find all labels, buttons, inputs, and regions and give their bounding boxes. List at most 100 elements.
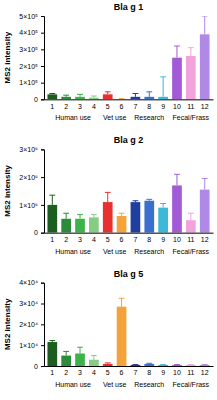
error-line [66, 213, 67, 219]
x-tick-label: 10 [173, 236, 181, 243]
panel: Bla g 1MS2 intensity01×10⁵2×10⁵3×10⁵4×10… [3, 2, 213, 121]
x-tick: 10 [173, 366, 181, 376]
error-line [52, 195, 53, 205]
bar [200, 365, 210, 366]
x-tick-label: 12 [201, 103, 209, 110]
x-tick-label: 2 [64, 369, 68, 376]
bar [89, 360, 99, 366]
group-label: Research [134, 248, 164, 255]
error-line [204, 179, 205, 190]
error-bar [63, 95, 69, 97]
error-bar [133, 364, 139, 365]
x-tick: 10 [173, 99, 181, 109]
bar [61, 356, 71, 366]
group-label: Fecal/Frass [173, 248, 210, 255]
error-cap [91, 96, 97, 97]
x-tick-label: 7 [133, 369, 137, 376]
y-tick-label: 2×10⁴ [19, 321, 38, 328]
error-cap [119, 213, 125, 214]
error-line [163, 77, 164, 97]
x-axis: 123456789101112 [45, 233, 214, 243]
x-tick-label: 8 [147, 369, 151, 376]
error-cap [160, 203, 166, 204]
y-tick-label: 2×10⁵ [19, 63, 38, 70]
error-bar [133, 94, 139, 97]
error-cap [91, 355, 97, 356]
error-line [190, 48, 191, 56]
error-cap [174, 46, 180, 47]
y-tick: 2×10⁴ [19, 321, 44, 328]
bar [158, 97, 168, 99]
error-bar [202, 179, 208, 190]
x-tick: 11 [187, 99, 194, 109]
group-label: Human use [55, 248, 91, 255]
y-tick: 3×10⁶ [19, 146, 44, 153]
bar [89, 217, 99, 232]
y-tick-label: 0 [34, 229, 38, 236]
error-cap [188, 47, 194, 48]
bar [186, 220, 196, 232]
y-tick-mark [41, 205, 44, 206]
y-tick-label: 1×10⁶ [19, 202, 38, 209]
y-tick: 3×10⁵ [19, 46, 44, 53]
error-bar [49, 195, 55, 205]
x-tick-label: 11 [187, 103, 194, 110]
error-bar [133, 201, 139, 202]
x-tick-label: 7 [133, 103, 137, 110]
x-tick: 12 [201, 366, 209, 376]
x-tick-label: 11 [187, 369, 194, 376]
error-cap [146, 363, 152, 364]
x-tick: 8 [147, 366, 151, 376]
y-axis: 01×10⁶2×10⁶3×10⁶ [19, 146, 44, 236]
error-bar [77, 94, 83, 97]
group-label: Fecal/Frass [173, 381, 210, 388]
bar [47, 205, 57, 233]
x-tick: 4 [92, 99, 96, 109]
error-line [93, 356, 94, 360]
x-tick-label: 9 [161, 369, 165, 376]
error-line [204, 16, 205, 34]
error-bar [188, 364, 194, 365]
error-cap [188, 364, 194, 365]
error-line [149, 92, 150, 97]
error-bar [174, 364, 180, 365]
x-tick-label: 6 [120, 236, 124, 243]
error-cap [174, 174, 180, 175]
error-bar [160, 77, 166, 97]
x-tick: 4 [92, 233, 96, 243]
error-line [176, 46, 177, 58]
figure: Bla g 1MS2 intensity01×10⁵2×10⁵3×10⁵4×10… [0, 0, 217, 400]
title: Bla g 5 [114, 269, 144, 279]
error-bar [174, 46, 180, 58]
x-tick: 6 [120, 233, 124, 243]
error-cap [133, 364, 139, 365]
x-tick-label: 2 [64, 236, 68, 243]
x-tick: 4 [92, 366, 96, 376]
x-tick: 5 [106, 233, 110, 243]
group-label: Research [134, 381, 164, 388]
x-tick: 3 [78, 366, 82, 376]
error-cap [146, 91, 152, 92]
x-tick-label: 6 [120, 103, 124, 110]
y-tick: 4×10⁵ [19, 29, 44, 36]
x-tick: 6 [120, 366, 124, 376]
x-tick: 8 [147, 99, 151, 109]
error-bar [119, 298, 125, 306]
x-tick-label: 5 [106, 369, 110, 376]
x-tick-label: 10 [173, 369, 181, 376]
error-cap [105, 91, 111, 92]
marks [47, 298, 209, 366]
error-cap [91, 214, 97, 215]
x-tick: 3 [78, 233, 82, 243]
x-tick-label: 2 [64, 103, 68, 110]
error-bar [49, 93, 55, 95]
y-tick-label: 5×10⁵ [19, 13, 38, 20]
bar [158, 208, 168, 233]
x-tick: 2 [64, 366, 68, 376]
y-tick-label: 1×10⁵ [19, 79, 38, 86]
bar [75, 219, 85, 233]
bar [172, 185, 182, 232]
bar [144, 97, 154, 99]
x-tick-label: 4 [92, 369, 96, 376]
y-tick-mark [41, 233, 44, 234]
